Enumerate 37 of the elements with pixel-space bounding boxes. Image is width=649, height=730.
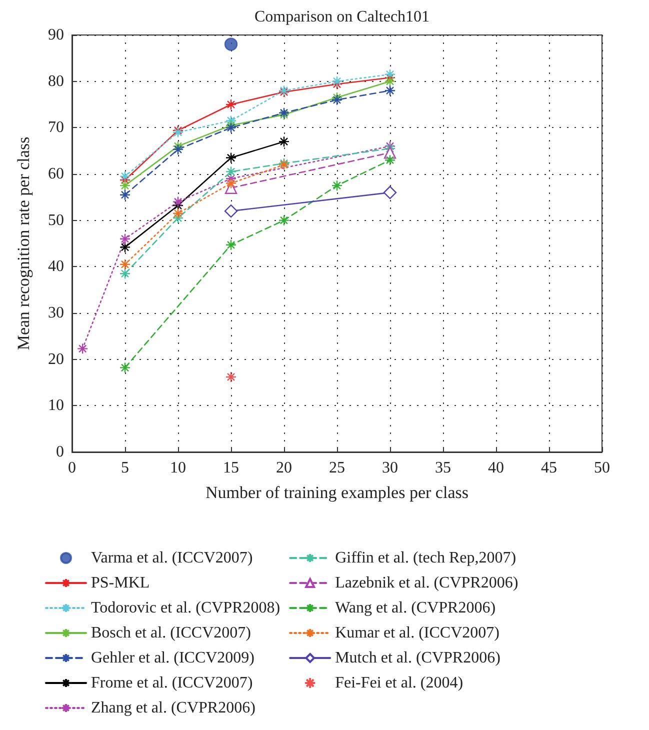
x-tick-label: 40 bbox=[488, 460, 504, 476]
y-tick-label: 0 bbox=[56, 444, 64, 460]
x-axis-title: Number of training examples per class bbox=[206, 483, 468, 502]
x-tick-label: 25 bbox=[329, 460, 345, 476]
legend-label: PS-MKL bbox=[91, 574, 150, 592]
legend-label: Bosch et al. (ICCV2007) bbox=[91, 624, 251, 642]
legend-label: Todorovic et al. (CVPR2008) bbox=[91, 600, 280, 616]
x-tick-label: 15 bbox=[223, 460, 239, 476]
y-tick-label: 60 bbox=[48, 166, 64, 182]
y-tick-label: 40 bbox=[48, 258, 64, 276]
x-tick-label: 0 bbox=[68, 460, 76, 476]
y-tick-label: 50 bbox=[48, 212, 64, 229]
chart-title: Comparison on Caltech101 bbox=[254, 8, 430, 26]
legend-label: Giffin et al. (tech Rep,2007) bbox=[335, 550, 516, 566]
legend-label: Kumar et al. (ICCV2007) bbox=[335, 624, 500, 642]
x-tick-label: 20 bbox=[276, 460, 292, 476]
legend-label: Frome et al. (ICCV2007) bbox=[91, 674, 253, 692]
x-tick-label: 10 bbox=[170, 460, 186, 476]
legend-label: Varma et al. (ICCV2007) bbox=[91, 550, 253, 566]
x-tick-label: 35 bbox=[435, 460, 451, 476]
legend-label: Gehler et al. (ICCV2009) bbox=[91, 650, 255, 666]
legend-label: Zhang et al. (CVPR2006) bbox=[91, 700, 256, 716]
x-tick-label: 45 bbox=[541, 460, 557, 476]
x-tick-label: 50 bbox=[594, 460, 610, 476]
y-tick-label: 30 bbox=[48, 304, 64, 322]
y-tick-label: 90 bbox=[48, 26, 64, 44]
y-tick-label: 70 bbox=[48, 119, 64, 136]
legend-label: Lazebnik et al. (CVPR2006) bbox=[335, 574, 518, 592]
legend-label: Mutch et al. (CVPR2006) bbox=[335, 650, 500, 666]
y-tick-label: 20 bbox=[48, 350, 64, 368]
y-tick-label: 80 bbox=[48, 72, 64, 90]
x-tick-label: 30 bbox=[382, 460, 398, 476]
y-axis-title: Mean recognition rate per class bbox=[14, 136, 33, 350]
x-tick-label: 5 bbox=[121, 460, 129, 476]
y-tick-label: 10 bbox=[48, 397, 64, 414]
legend-label: Fei-Fei et al. (2004) bbox=[335, 674, 464, 692]
legend-label: Wang et al. (CVPR2006) bbox=[335, 600, 496, 616]
